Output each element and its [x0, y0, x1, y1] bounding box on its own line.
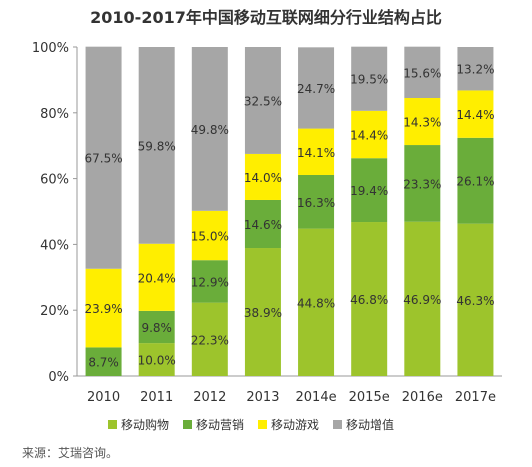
- x-tick-label: 2010: [87, 390, 120, 405]
- chart-title: 2010-2017年中国移动互联网细分行业结构占比: [90, 8, 442, 27]
- bar-segment: [351, 222, 388, 376]
- bar-segment: [138, 47, 175, 244]
- bar-segment: [404, 97, 441, 146]
- bar-segment: [298, 128, 335, 175]
- x-tick-label: 2014e: [296, 390, 337, 405]
- data-label: 26.1%: [456, 175, 494, 189]
- data-label: 32.5%: [244, 94, 282, 108]
- source-note: 来源：艾瑞咨询。: [22, 446, 119, 460]
- bar-segment: [191, 210, 228, 261]
- data-label: 10.0%: [138, 354, 176, 368]
- data-label: 14.4%: [456, 108, 494, 122]
- data-label: 49.8%: [191, 123, 229, 137]
- data-label: 16.3%: [297, 196, 335, 210]
- data-label: 13.2%: [456, 63, 494, 77]
- data-label: 46.8%: [350, 293, 388, 307]
- y-tick-label: 100%: [32, 41, 69, 56]
- legend-item-games: 移动游戏: [258, 416, 319, 433]
- y-tick-label: 20%: [40, 304, 69, 319]
- bar-segment: [404, 221, 441, 376]
- data-label: 22.3%: [191, 333, 229, 347]
- legend-swatch-value-added: [333, 420, 343, 429]
- bar-segment: [351, 110, 388, 159]
- bar-segment: [457, 47, 494, 91]
- bar-segment: [138, 243, 175, 311]
- data-label: 44.8%: [297, 296, 335, 310]
- legend-swatch-marketing: [183, 420, 193, 429]
- y-tick-label: 80%: [40, 107, 69, 122]
- legend-item-value-added: 移动增值: [333, 416, 394, 433]
- bar-segment: [244, 47, 281, 154]
- bar-segment: [404, 145, 441, 222]
- data-label: 23.9%: [85, 302, 123, 316]
- bar-segment: [85, 347, 122, 376]
- y-tick-label: 0%: [48, 370, 69, 385]
- x-tick-label: 2013: [246, 390, 279, 405]
- bar-segment: [457, 223, 494, 376]
- bar-segment: [351, 158, 388, 223]
- data-label: 9.8%: [141, 321, 172, 335]
- legend-swatch-games: [258, 420, 268, 429]
- x-tick-label: 2016e: [402, 390, 443, 405]
- bar-segment: [298, 228, 335, 376]
- data-label: 46.3%: [456, 294, 494, 308]
- legend-item-shopping: 移动购物: [108, 416, 169, 433]
- data-label: 19.5%: [350, 73, 388, 87]
- bar-segment: [138, 343, 175, 376]
- bar-segment: [244, 248, 281, 376]
- bar-segment: [85, 46, 122, 269]
- bar-segment: [457, 137, 494, 224]
- data-label: 20.4%: [138, 271, 176, 285]
- x-tick-label: 2011: [140, 390, 173, 405]
- data-label: 38.9%: [244, 306, 282, 320]
- data-label: 19.4%: [350, 184, 388, 198]
- data-label: 14.3%: [403, 116, 441, 130]
- legend-swatch-shopping: [108, 420, 117, 429]
- bar-segment: [85, 268, 122, 348]
- x-tick-label: 2015e: [349, 390, 390, 405]
- y-tick-label: 40%: [40, 238, 69, 253]
- legend-label-value-added: 移动增值: [346, 418, 395, 432]
- bar-segment: [191, 302, 228, 376]
- legend-label-games: 移动游戏: [271, 418, 320, 432]
- data-label: 14.1%: [297, 146, 335, 160]
- x-tick-label: 2017e: [455, 390, 496, 405]
- data-label: 15.6%: [403, 66, 441, 80]
- bar-segment: [191, 260, 228, 303]
- legend-item-marketing: 移动营销: [183, 416, 244, 433]
- data-label: 14.6%: [244, 218, 282, 232]
- data-label: 14.0%: [244, 171, 282, 185]
- data-label: 8.7%: [88, 356, 119, 370]
- y-tick-label: 60%: [40, 173, 69, 188]
- data-label: 67.5%: [85, 152, 123, 166]
- legend-label-marketing: 移动营销: [196, 418, 245, 432]
- data-label: 12.9%: [191, 275, 229, 289]
- data-label: 23.3%: [403, 177, 441, 191]
- bar-segment: [404, 46, 441, 98]
- data-label: 59.8%: [138, 139, 176, 153]
- data-label: 15.0%: [191, 230, 229, 244]
- data-label: 24.7%: [297, 82, 335, 96]
- x-tick-label: 2012: [193, 390, 226, 405]
- legend-label-shopping: 移动购物: [121, 418, 170, 432]
- bar-segment: [244, 199, 281, 249]
- legend: 移动购物 移动营销 移动游戏 移动增值: [108, 416, 394, 433]
- bar-segment: [298, 174, 335, 229]
- data-label: 46.9%: [403, 293, 441, 307]
- bar-segment: [351, 46, 388, 111]
- data-label: 14.4%: [350, 129, 388, 143]
- bar-segment: [191, 47, 228, 211]
- bar-segment: [244, 153, 281, 200]
- bar-segment: [138, 310, 175, 344]
- bar-segment: [298, 47, 335, 129]
- bar-segment: [457, 90, 494, 138]
